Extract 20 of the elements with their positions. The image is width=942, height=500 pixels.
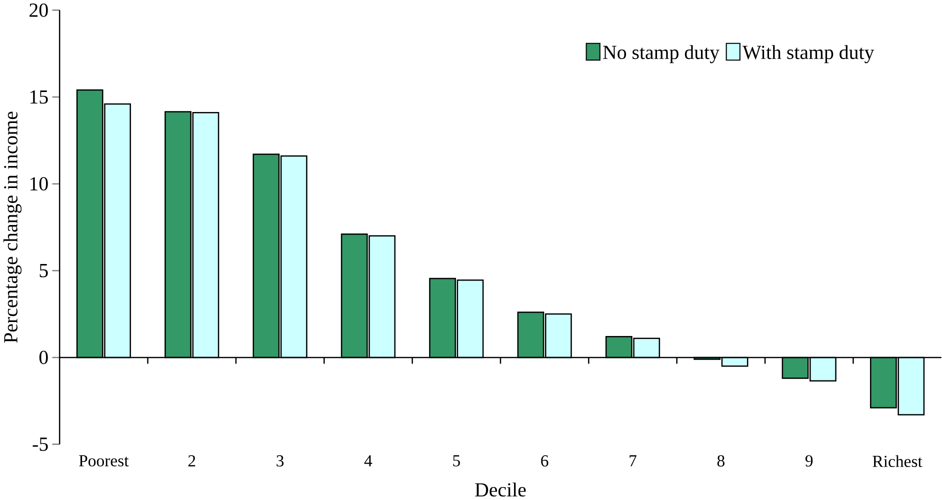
legend-label: With stamp duty <box>742 45 874 64</box>
x-tick-label: 7 <box>630 455 636 466</box>
y-tick-label: 0 <box>39 350 48 364</box>
x-axis-title: Decile <box>475 482 526 497</box>
y-axis-title: Percentage change in income <box>3 112 22 343</box>
x-tick-label: 5 <box>453 455 460 466</box>
x-tick-label: Richest <box>872 455 922 468</box>
x-tick-label: 8 <box>717 455 724 467</box>
x-tick-label: Poorest <box>79 455 129 466</box>
y-tick-label: 20 <box>30 3 48 17</box>
x-tick-label: 9 <box>805 455 813 467</box>
x-tick-label: 2 <box>188 455 196 466</box>
y-tick-label: 15 <box>30 90 48 104</box>
x-tick-label: 4 <box>364 455 372 466</box>
y-tick-label: 10 <box>30 177 48 191</box>
x-tick-label: 6 <box>541 455 548 467</box>
x-tick-label: 3 <box>276 455 284 467</box>
y-tick-label: 5 <box>40 264 48 278</box>
legend-label: No stamp duty <box>603 45 720 64</box>
y-tick-label: -5 <box>32 438 48 451</box>
